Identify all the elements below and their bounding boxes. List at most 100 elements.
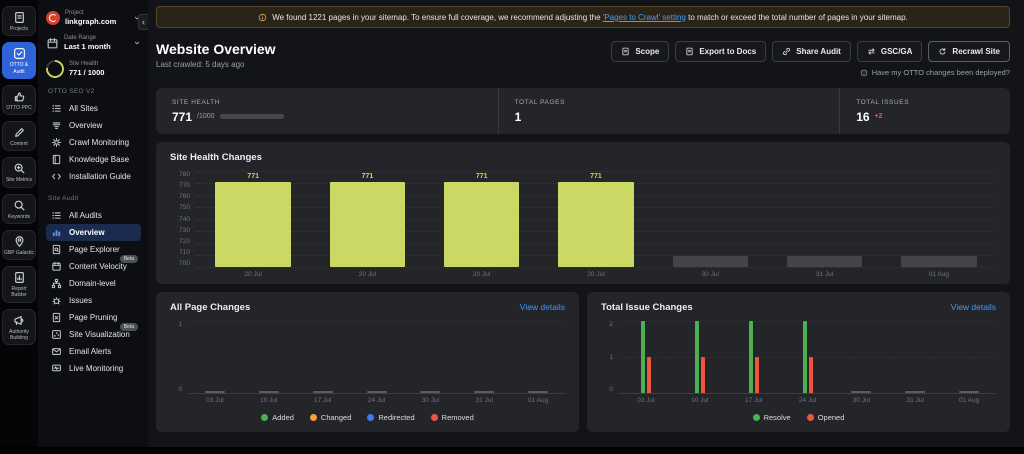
sidebar-collapse-button[interactable] — [138, 14, 148, 30]
stat-site-health: SITE HEALTH 771 /1000 — [156, 88, 498, 134]
project-selector[interactable]: Project linkgraph.com — [46, 10, 141, 26]
x-tick-label: 10 Jul — [242, 397, 296, 404]
placeholder-bar — [787, 256, 862, 267]
rail-item-site-metrics[interactable]: Site Metrics — [2, 157, 36, 187]
bars-icon — [51, 227, 62, 238]
sidebar-item-label: Email Alerts — [69, 347, 111, 356]
sidebar: Project linkgraph.com Date Range Last 1 … — [38, 0, 148, 447]
zero-value-mark — [851, 391, 871, 393]
zero-value-mark — [205, 391, 225, 393]
rail-item-projects[interactable]: Projects — [2, 6, 36, 36]
chart-slot: 771 — [539, 171, 653, 267]
chart-legend: AddedChangedRedirectedRemoved — [170, 413, 565, 422]
sidebar-item-label: Crawl Monitoring — [69, 138, 129, 147]
link-icon — [782, 47, 791, 56]
bar-opened — [701, 357, 705, 393]
y-axis: 210 — [601, 321, 613, 393]
rail-item-otto-audit[interactable]: OTTO & Audit — [2, 42, 36, 79]
site-health-label: Site Health — [69, 61, 141, 67]
slot-bars — [403, 321, 457, 393]
chart-slot — [188, 321, 242, 393]
gsc-ga-button[interactable]: GSC/GA — [857, 41, 923, 62]
chart-slot — [767, 171, 881, 267]
sidebar-item-crawl-monitoring[interactable]: Crawl Monitoring — [46, 134, 141, 151]
y-tick-label: 740 — [170, 216, 190, 223]
info-icon — [258, 13, 267, 22]
share-audit-button[interactable]: Share Audit — [772, 41, 851, 62]
calendar-icon — [51, 261, 62, 272]
slot-bars — [834, 321, 888, 393]
site-health-changes-card: Site Health Changes 78077076075074073072… — [156, 142, 1010, 284]
sidebar-item-label: Issues — [69, 296, 92, 305]
rail-item-label: Authority Building — [4, 329, 34, 342]
legend-dot — [807, 414, 814, 421]
zero-value-mark — [528, 391, 548, 393]
rail-item-otto-ppc[interactable]: OTTO PPC — [2, 85, 36, 115]
issues-delta-badge: +2 — [875, 113, 883, 120]
date-range-selector[interactable]: Date Range Last 1 month — [46, 35, 141, 51]
slot-bars — [350, 321, 404, 393]
page-header: Website Overview Last crawled: 5 days ag… — [156, 41, 1010, 77]
y-tick-label: 1 — [601, 354, 613, 361]
sidebar-item-domain-level[interactable]: Domain-level — [46, 275, 141, 292]
plot — [619, 321, 996, 393]
view-details-link[interactable]: View details — [520, 302, 565, 312]
y-tick-label: 1 — [170, 321, 182, 328]
chart-slot — [882, 171, 996, 267]
x-tick-label: 20 Jul — [310, 271, 424, 278]
rail-item-content[interactable]: Content — [2, 121, 36, 151]
legend-item-resolve: Resolve — [753, 413, 791, 422]
last-crawled: Last crawled: 5 days ago — [156, 60, 276, 69]
chart-slot — [888, 321, 942, 393]
bar-resolve — [641, 321, 645, 393]
x-tick-label: 20 Jul — [539, 271, 653, 278]
pencil-icon — [13, 126, 26, 139]
y-axis: 10 — [170, 321, 182, 393]
x-axis: 20 Jul20 Jul20 Jul20 Jul30 Jul31 Jul01 A… — [170, 271, 996, 278]
recrawl-site-button[interactable]: Recrawl Site — [928, 41, 1010, 62]
sidebar-item-content-velocity[interactable]: Content VelocityBeta — [46, 258, 141, 275]
zero-value-mark — [313, 391, 333, 393]
sidebar-item-installation-guide[interactable]: Installation Guide — [46, 168, 141, 185]
legend-dot — [310, 414, 317, 421]
export-to-docs-button[interactable]: Export to Docs — [675, 41, 766, 62]
sidebar-item-live-monitoring[interactable]: Live Monitoring — [46, 360, 141, 377]
sidebar-item-overview[interactable]: Overview — [46, 117, 141, 134]
sidebar-item-label: Content Velocity — [69, 262, 127, 271]
sidebar-item-email-alerts[interactable]: Email Alerts — [46, 343, 141, 360]
y-tick-label: 0 — [170, 386, 182, 393]
legend-label: Removed — [442, 413, 474, 422]
sidebar-item-label: All Sites — [69, 104, 98, 113]
sidebar-item-all-audits[interactable]: All Audits — [46, 207, 141, 224]
deploy-note[interactable]: Have my OTTO changes been deployed? — [860, 68, 1010, 77]
view-details-link[interactable]: View details — [951, 302, 996, 312]
rail-item-report-builder[interactable]: Report Builder — [2, 266, 36, 303]
sidebar-item-issues[interactable]: Issues — [46, 292, 141, 309]
sidebar-item-site-visualization[interactable]: Site VisualizationBeta — [46, 326, 141, 343]
beta-badge: Beta — [120, 323, 138, 331]
chart-slot — [511, 321, 565, 393]
layers-icon — [51, 120, 62, 131]
total-issue-changes-card: Total Issue Changes View details 21003 J… — [587, 292, 1010, 432]
rail-item-authority-building[interactable]: Authority Building — [2, 309, 36, 346]
sidebar-item-overview[interactable]: Overview — [46, 224, 141, 241]
site-health-changes-chart: 7807707607507407307207107007717717717712… — [170, 171, 996, 278]
scope-button[interactable]: Scope — [611, 41, 669, 62]
plot: 771771771771 — [196, 171, 996, 267]
pages-to-crawl-link[interactable]: 'Pages to Crawl' setting — [603, 13, 686, 22]
zero-value-mark — [474, 391, 494, 393]
mail-icon — [51, 346, 62, 357]
legend-label: Added — [272, 413, 294, 422]
site-health-widget: Site Health 771 / 1000 — [46, 60, 141, 78]
chart-slot — [403, 321, 457, 393]
rail-item-gbp-galactic[interactable]: GBP Galactic — [2, 230, 36, 260]
slot-bars — [457, 321, 511, 393]
sidebar-item-all-sites[interactable]: All Sites — [46, 100, 141, 117]
y-tick-label: 2 — [601, 321, 613, 328]
y-tick-label: 780 — [170, 171, 190, 178]
sidebar-item-label: Overview — [69, 121, 102, 130]
rail-item-keywords[interactable]: Keywords — [2, 194, 36, 224]
bar-value-label: 771 — [247, 173, 259, 180]
sidebar-item-knowledge-base[interactable]: Knowledge Base — [46, 151, 141, 168]
chart-title: Site Health Changes — [170, 152, 996, 163]
